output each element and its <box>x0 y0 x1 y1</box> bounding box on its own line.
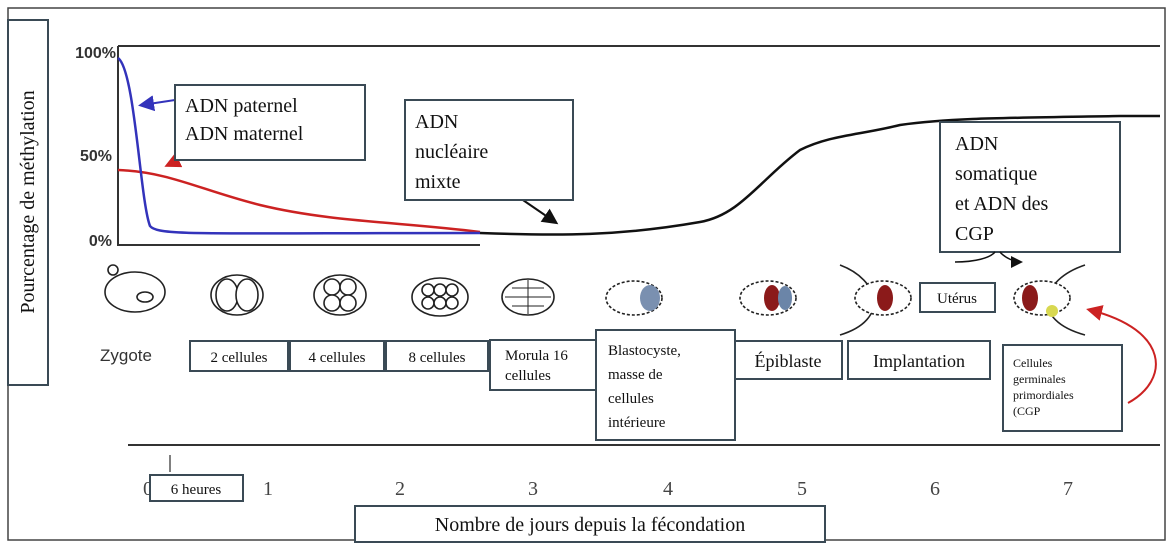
label-box <box>149 474 244 502</box>
stage-label: cellules <box>608 391 654 407</box>
label-box <box>489 339 597 391</box>
stage-label: germinales <box>1013 372 1066 386</box>
day-label: 0 <box>143 478 153 500</box>
stage-label: (CGP <box>1013 404 1041 418</box>
label-box <box>847 340 991 380</box>
stage-label: Zygote <box>100 346 152 365</box>
label-box <box>404 99 574 201</box>
stage-label: primordiales <box>1013 388 1074 402</box>
y-label-box <box>7 19 49 386</box>
stage-label: cellules <box>505 368 551 384</box>
day-label: 1 <box>263 478 273 500</box>
stage-label: 4 cellules <box>308 350 365 366</box>
stage-label: intérieure <box>608 415 666 431</box>
day-label: 4 <box>663 478 673 500</box>
stage-label: Cellules <box>1013 356 1053 370</box>
curve-label: mixte <box>415 171 461 193</box>
label-box <box>1002 344 1123 432</box>
y-tick-label: 0% <box>89 233 112 250</box>
stage-label: 2 cellules <box>210 350 267 366</box>
day-label: 7 <box>1063 478 1073 500</box>
arrow <box>1086 305 1157 404</box>
stage-label: Morula 16 <box>505 348 568 364</box>
arrow <box>954 252 1020 262</box>
paternal-curve <box>117 56 481 235</box>
stage-label: 8 cellules <box>408 350 465 366</box>
uterus-label: Utérus <box>937 291 977 307</box>
curve-label: ADN <box>955 133 998 155</box>
curve-label: ADN <box>415 111 458 133</box>
label-box <box>354 505 826 543</box>
cells <box>104 264 1086 336</box>
curve-label: et ADN des <box>955 193 1049 215</box>
day-label: 6 <box>930 478 940 500</box>
stage-label: Implantation <box>873 351 965 371</box>
y-axis-label: Pourcentage de méthylation <box>17 90 39 313</box>
arrow <box>519 197 559 225</box>
maternal-curve <box>117 168 481 234</box>
day-label: 5 <box>797 478 807 500</box>
mixed-curve <box>479 114 1160 236</box>
stage-label: Blastocyste, <box>608 343 681 359</box>
day-label: 2 <box>395 478 405 500</box>
curve-label: somatique <box>955 163 1037 185</box>
label-box <box>919 282 996 313</box>
curve-label: ADN maternel <box>185 123 304 145</box>
hours-label: 6 heures <box>171 482 222 498</box>
stage-label: Épiblaste <box>755 350 822 371</box>
label-box <box>734 340 843 380</box>
x-axis-label: Nombre de jours depuis la fécondation <box>435 514 745 536</box>
label-box <box>289 340 385 372</box>
curve-label: ADN paternel <box>185 95 298 117</box>
label-box <box>174 84 366 161</box>
day-label: 3 <box>528 478 538 500</box>
label-box <box>189 340 289 372</box>
arrow <box>138 95 176 112</box>
curve-label: CGP <box>955 223 994 245</box>
y-tick-label: 100% <box>75 45 116 62</box>
curve-label: nucléaire <box>415 141 488 163</box>
y-tick-label: 50% <box>80 148 112 165</box>
label-box <box>385 340 489 372</box>
label-box <box>595 329 736 441</box>
stage-label: masse de <box>608 367 663 383</box>
plot-frame <box>117 45 1160 246</box>
